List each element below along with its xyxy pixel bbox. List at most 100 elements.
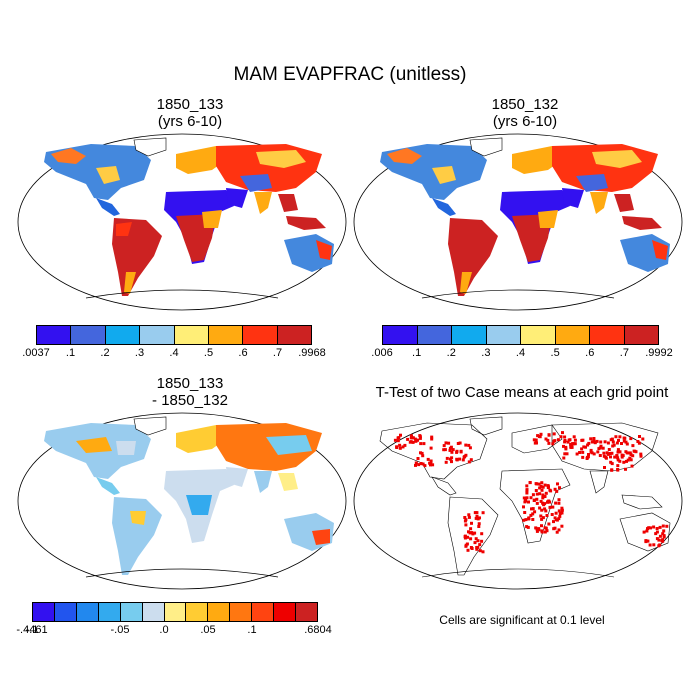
significant-cell [540,524,543,528]
significant-cell [658,525,662,529]
colorbar-tick-label: .05 [200,624,216,636]
significant-cell [478,549,482,553]
significant-cell [662,529,666,533]
significant-cell [541,516,545,520]
significant-cell [539,499,543,503]
panel4-title: T-Test of two Case means at each grid po… [352,384,692,401]
significant-cell [531,518,535,521]
significant-cell [601,446,605,450]
significant-cell [469,537,473,541]
significant-cell [616,448,620,452]
significant-cell [618,459,622,463]
significant-cell [552,527,556,531]
colorbar-swatch [208,326,244,344]
significant-cell [556,482,559,486]
significant-cell [421,454,425,458]
significant-cell [624,440,628,444]
significant-cell [397,436,401,440]
significant-cell [533,510,537,514]
significant-cell [469,458,473,462]
colorbar-swatch [37,326,72,344]
significant-cell [642,530,646,534]
significant-cell [548,505,552,509]
significant-cell [613,455,617,459]
significant-cell [551,442,555,446]
significant-cell [480,539,484,543]
significant-cell [529,513,533,517]
significant-cell [450,450,454,454]
significant-cell [616,450,620,454]
significant-cell [623,436,627,440]
significant-cell [535,441,538,445]
significant-cell [398,443,402,447]
significant-cell [547,522,551,526]
significant-cell [614,435,618,439]
significant-cell [575,452,579,456]
colorbar-swatch [105,326,141,344]
significant-cell [655,537,659,541]
significant-cell [557,517,561,521]
significant-cell [470,521,473,525]
significant-cell [662,534,666,538]
significant-cell [442,444,446,448]
significant-cell [599,440,603,444]
significant-cell [560,511,564,515]
significant-cell [644,540,648,544]
significant-cell [566,440,570,444]
significant-cell [541,485,545,489]
significant-cell [629,437,633,441]
significant-cell [463,516,467,519]
significant-cell [560,508,564,512]
significant-cell [414,463,417,467]
significant-cell [559,435,563,439]
significant-cell [464,523,468,527]
panel2-title: 1850_132 (yrs 6-10) [375,96,675,130]
figure-title: MAM EVAPFRAC (unitless) [233,64,467,85]
significant-cell [474,516,478,520]
significant-cell [557,509,561,513]
significant-cell [396,439,400,443]
significant-cell [523,511,527,514]
significant-cell [554,501,558,505]
colorbar-swatch [417,326,452,344]
significant-cell [615,441,619,445]
significant-cell [542,503,546,507]
significant-cell [431,463,435,467]
significant-cell [525,496,529,500]
significant-cell [552,520,555,524]
significant-cell [616,464,620,468]
significant-cell [602,454,606,458]
significant-cell [620,453,624,457]
significant-cell [586,443,590,447]
significant-cell [551,505,555,509]
significant-cell [599,444,603,448]
significant-cell [615,454,619,458]
significant-cell [480,532,484,536]
significant-cell [555,530,559,534]
significant-cell [657,538,661,542]
significant-cell [445,456,449,460]
significant-cell [582,445,586,449]
significant-cell [416,438,420,442]
significant-cell [645,529,649,533]
significant-cell [560,506,564,510]
panel3-title-line1: 1850_133 [156,375,224,392]
colorbar-swatch [521,326,556,344]
colorbar-swatch [452,326,487,344]
significant-cell [595,439,599,443]
significant-cell [395,446,399,449]
significant-cell [609,460,613,464]
significant-cell [540,508,544,512]
significant-cell [618,450,622,454]
significant-cell [534,438,538,442]
significant-cell [541,496,545,500]
significant-cell [586,455,590,459]
significant-cell [580,447,584,451]
significant-cell [554,511,558,515]
significant-cell [461,458,465,462]
significant-cell [618,435,622,439]
significant-cell [631,454,635,458]
significant-cell [464,443,468,447]
significant-cell [634,450,638,454]
significant-cell [529,496,533,500]
